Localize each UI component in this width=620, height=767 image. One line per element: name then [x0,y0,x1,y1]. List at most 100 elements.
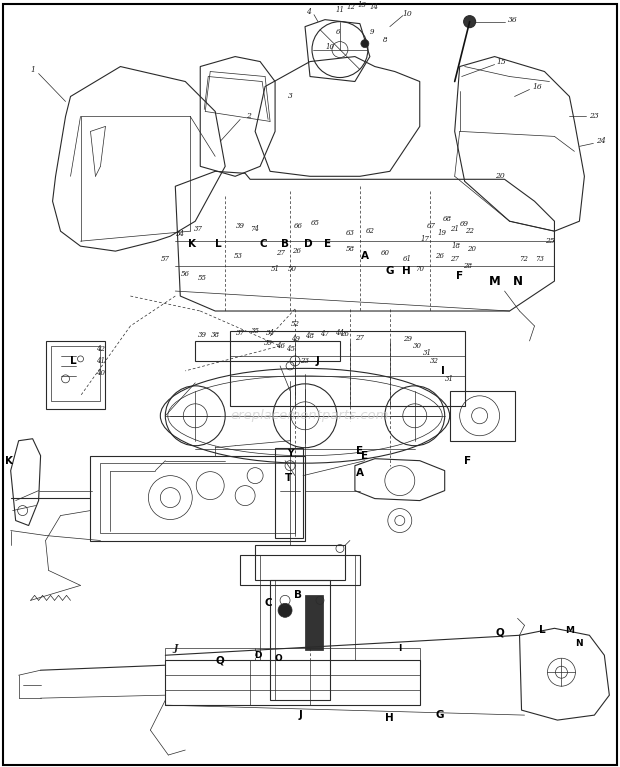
Bar [450,391,515,441]
Bar [240,555,360,585]
Text: 67: 67 [427,222,436,230]
Text: 35: 35 [250,327,260,335]
Text: 36: 36 [508,15,518,24]
Text: 41: 41 [96,357,105,365]
Bar [195,341,340,361]
Text: 34: 34 [265,329,275,337]
Text: G: G [435,710,444,720]
Text: H: H [386,713,394,723]
Text: 40: 40 [96,369,105,377]
Text: K: K [188,239,197,249]
Text: 26: 26 [340,330,350,338]
Text: Q: Q [495,627,504,637]
Text: D: D [254,650,262,660]
Text: 42: 42 [96,345,105,353]
Bar [46,341,105,409]
Text: 32: 32 [430,357,439,365]
Text: M: M [489,275,500,288]
Text: 70: 70 [415,265,424,273]
Circle shape [361,40,369,48]
Text: I: I [441,366,445,376]
Text: I: I [398,644,402,653]
Text: 60: 60 [380,249,389,257]
Text: 19: 19 [437,229,446,237]
Text: 63: 63 [345,229,355,237]
Text: 6: 6 [335,28,340,35]
Text: 44: 44 [335,329,345,337]
Text: 11: 11 [335,5,345,14]
Text: 10: 10 [403,10,413,18]
Text: 39: 39 [264,339,273,347]
Bar [91,456,305,541]
Text: D: D [304,239,312,249]
Text: Q: Q [216,655,224,665]
Text: 30: 30 [414,342,422,350]
Text: 49: 49 [291,335,299,343]
Bar [305,595,323,650]
Text: T: T [285,472,291,482]
Text: 58: 58 [345,245,355,253]
Text: 9: 9 [370,28,374,35]
Text: L: L [70,356,77,366]
Text: 2: 2 [246,113,250,120]
Text: 39: 39 [198,331,206,339]
Text: E: E [356,446,363,456]
Text: 66: 66 [293,222,303,230]
Text: 21: 21 [450,225,459,233]
Text: 69: 69 [460,220,469,229]
Text: 45: 45 [286,345,294,353]
Text: 37: 37 [236,329,245,337]
Text: 46: 46 [275,342,285,350]
Circle shape [278,604,292,617]
Text: 1: 1 [30,65,35,74]
Text: E: E [361,451,368,461]
Bar [51,346,100,401]
Text: C: C [259,239,267,249]
Text: 50: 50 [288,265,296,273]
Text: 74: 74 [250,225,260,233]
Text: 27: 27 [450,255,459,263]
Text: 28: 28 [463,262,472,270]
Text: J: J [298,710,302,720]
Bar [230,331,464,406]
Text: 22: 22 [465,227,474,235]
Text: 72: 72 [519,255,528,263]
Text: 27: 27 [355,334,365,342]
Text: 37: 37 [193,225,203,233]
Text: 62: 62 [365,227,374,235]
Text: 55: 55 [198,274,206,282]
Text: 14: 14 [370,2,378,11]
Bar [255,545,345,581]
Text: 12: 12 [347,2,355,11]
Text: 68: 68 [443,216,452,223]
Text: Y: Y [287,449,293,458]
Circle shape [464,15,476,28]
Text: 31: 31 [445,375,454,383]
Text: K: K [5,456,12,466]
Text: 4: 4 [306,8,311,15]
Text: 39: 39 [236,222,245,230]
Text: H: H [402,266,411,276]
Text: 20: 20 [495,173,505,180]
Text: A: A [356,468,364,478]
Text: 53: 53 [234,252,242,260]
Text: 26: 26 [435,252,444,260]
Text: 54: 54 [176,230,185,239]
Text: 38: 38 [211,331,219,339]
Text: 65: 65 [311,219,319,227]
Text: 18: 18 [451,242,460,250]
Text: C: C [264,598,272,608]
Text: 13: 13 [357,1,366,8]
Text: 16: 16 [533,83,542,91]
Text: 17: 17 [420,235,429,243]
Text: 27: 27 [275,249,285,257]
Text: 31: 31 [423,349,432,357]
Text: ereplacementparts.com: ereplacementparts.com [231,410,389,423]
Text: L: L [215,239,221,249]
Text: M: M [565,626,574,635]
Text: 24: 24 [596,137,606,146]
Text: 51: 51 [270,265,280,273]
Text: B: B [281,239,289,249]
Text: 26: 26 [293,247,301,255]
Text: 57: 57 [161,255,170,263]
